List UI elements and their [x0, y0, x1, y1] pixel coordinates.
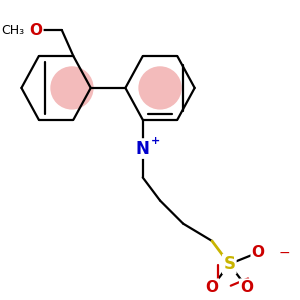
- Text: S: S: [223, 255, 235, 273]
- Text: +: +: [151, 136, 160, 146]
- Circle shape: [138, 66, 182, 110]
- Text: O: O: [252, 245, 265, 260]
- Text: −: −: [278, 245, 290, 260]
- Text: N: N: [136, 140, 150, 158]
- Text: O: O: [206, 280, 218, 295]
- Text: O: O: [29, 23, 42, 38]
- Text: CH₃: CH₃: [1, 24, 24, 37]
- Circle shape: [50, 66, 94, 110]
- Text: O: O: [240, 280, 253, 295]
